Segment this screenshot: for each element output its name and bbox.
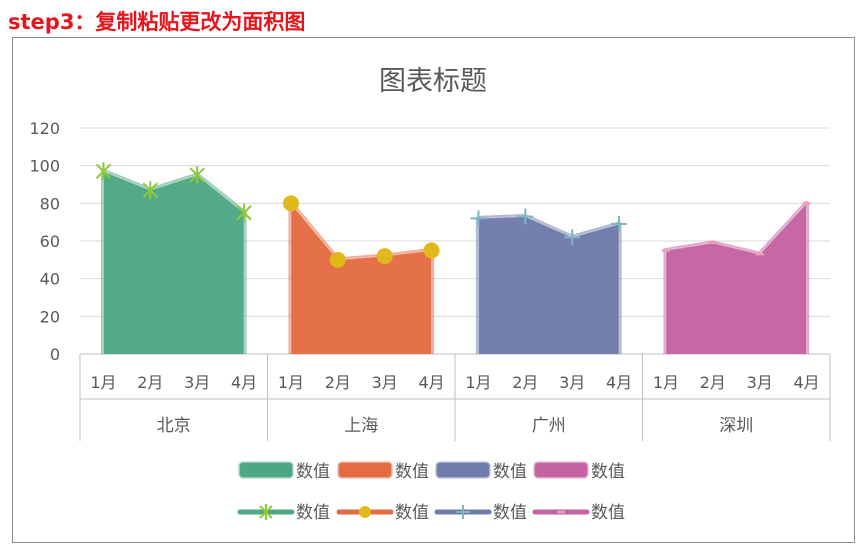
legend-area-label: 数值 — [591, 462, 625, 482]
y-tick-label: 20 — [40, 307, 60, 326]
area-北京 — [103, 171, 245, 354]
data-point-circle — [376, 248, 393, 265]
data-point-asterisk — [95, 162, 112, 181]
area-上海 — [290, 203, 432, 354]
legend-area-swatch — [337, 461, 393, 479]
legend-line-label: 数值 — [296, 503, 330, 523]
y-tick-label: 0 — [50, 345, 60, 364]
legend-area-label: 数值 — [296, 462, 330, 482]
x-tick-label: 3月 — [747, 373, 773, 392]
area-outline — [663, 200, 810, 354]
area-highlight — [290, 201, 433, 354]
area-highlight — [102, 170, 245, 354]
legend-area-swatch — [435, 461, 491, 479]
legend-area-swatch — [533, 461, 589, 479]
x-tick-label: 4月 — [793, 373, 819, 392]
area-highlight — [477, 215, 620, 354]
chart-title: 图表标题 — [379, 66, 487, 97]
legend-marker-plus — [456, 505, 470, 519]
area-深圳 — [665, 203, 807, 354]
area-outline — [288, 200, 435, 354]
step-title: step3：复制粘贴更改为面积图 — [8, 10, 306, 34]
x-tick-label: 2月 — [512, 373, 538, 392]
legend-line-label: 数值 — [493, 503, 527, 523]
x-tick-label: 3月 — [372, 373, 398, 392]
x-tick-label: 4月 — [606, 373, 632, 392]
group-label: 深圳 — [719, 416, 753, 436]
x-tick-label: 1月 — [278, 373, 304, 392]
group-label: 北京 — [157, 416, 191, 436]
x-tick-label: 4月 — [231, 373, 257, 392]
y-tick-label: 100 — [29, 157, 60, 176]
data-point-circle — [329, 251, 346, 268]
x-tick-label: 3月 — [559, 373, 585, 392]
data-point-circle — [282, 195, 299, 212]
area-outline — [475, 214, 622, 354]
legend-line-label: 数值 — [395, 503, 429, 523]
area-outline — [100, 168, 247, 354]
data-point-plus — [564, 229, 581, 246]
data-point-asterisk — [142, 181, 159, 200]
x-tick-label: 1月 — [653, 373, 679, 392]
x-tick-label: 2月 — [325, 373, 351, 392]
x-tick-label: 1月 — [90, 373, 116, 392]
x-tick-label: 1月 — [465, 373, 491, 392]
legend-area-swatch — [238, 461, 294, 479]
legend-marker-circle — [359, 506, 371, 518]
data-point-plus — [470, 210, 487, 227]
x-tick-label: 4月 — [418, 373, 444, 392]
data-point-circle — [423, 242, 440, 259]
data-point-asterisk — [236, 203, 252, 222]
y-tick-label: 80 — [40, 194, 60, 213]
area-广州 — [478, 216, 620, 354]
x-tick-label: 2月 — [700, 373, 726, 392]
group-label: 广州 — [532, 416, 566, 436]
legend-area-label: 数值 — [493, 462, 527, 482]
x-tick-label: 2月 — [137, 373, 163, 392]
y-tick-label: 40 — [40, 270, 60, 289]
legend-line-label: 数值 — [591, 503, 625, 523]
legend-marker-asterisk — [259, 504, 273, 520]
x-tick-label: 3月 — [184, 373, 210, 392]
data-point-plus — [517, 208, 534, 225]
area-highlight — [665, 201, 808, 354]
data-point-asterisk — [189, 166, 205, 185]
y-tick-label: 120 — [29, 119, 60, 138]
data-point-plus — [611, 216, 628, 233]
y-tick-label: 60 — [40, 232, 60, 251]
group-label: 上海 — [344, 416, 378, 436]
legend-area-label: 数值 — [395, 462, 429, 482]
